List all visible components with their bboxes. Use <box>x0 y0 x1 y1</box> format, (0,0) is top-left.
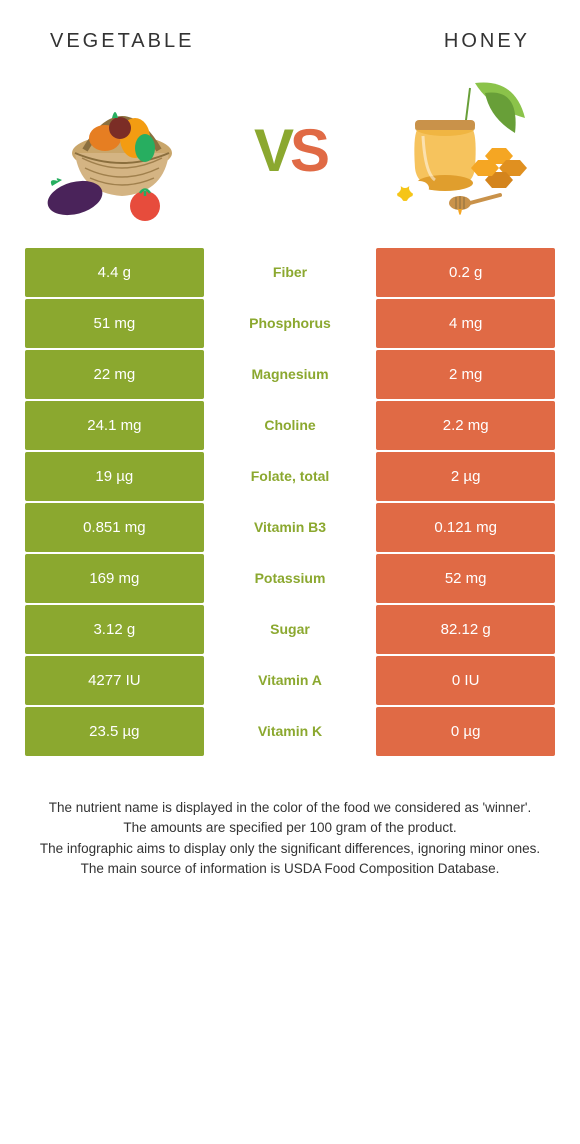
nutrient-name: Phosphorus <box>206 299 375 348</box>
nutrient-row: 24.1 mgCholine2.2 mg <box>25 401 555 450</box>
value-right: 0 µg <box>376 707 555 756</box>
nutrient-row: 4.4 gFiber0.2 g <box>25 248 555 297</box>
nutrient-name: Magnesium <box>206 350 375 399</box>
nutrient-row: 51 mgPhosphorus4 mg <box>25 299 555 348</box>
nutrient-row: 0.851 mgVitamin B30.121 mg <box>25 503 555 552</box>
footer-line-1: The nutrient name is displayed in the co… <box>25 798 555 818</box>
nutrient-row: 169 mgPotassium52 mg <box>25 554 555 603</box>
value-left: 24.1 mg <box>25 401 204 450</box>
vs-v: V <box>254 116 290 185</box>
value-right: 82.12 g <box>376 605 555 654</box>
vs-s: S <box>290 116 326 185</box>
value-right: 52 mg <box>376 554 555 603</box>
nutrient-name: Fiber <box>206 248 375 297</box>
value-right: 0 IU <box>376 656 555 705</box>
footer-line-4: The main source of information is USDA F… <box>25 859 555 879</box>
nutrient-name: Vitamin K <box>206 707 375 756</box>
nutrient-name: Vitamin A <box>206 656 375 705</box>
value-left: 169 mg <box>25 554 204 603</box>
nutrient-row: 22 mgMagnesium2 mg <box>25 350 555 399</box>
value-right: 2 µg <box>376 452 555 501</box>
vegetable-image <box>40 78 205 223</box>
value-left: 0.851 mg <box>25 503 204 552</box>
nutrient-name: Folate, total <box>206 452 375 501</box>
value-left: 23.5 µg <box>25 707 204 756</box>
hero-row: VS <box>0 68 580 248</box>
value-left: 51 mg <box>25 299 204 348</box>
value-right: 0.2 g <box>376 248 555 297</box>
header: VEGETABLE HONEY <box>0 0 580 68</box>
nutrient-row: 4277 IUVitamin A0 IU <box>25 656 555 705</box>
nutrient-table: 4.4 gFiber0.2 g51 mgPhosphorus4 mg22 mgM… <box>0 248 580 756</box>
nutrient-row: 19 µgFolate, total2 µg <box>25 452 555 501</box>
vs-label: VS <box>254 116 326 185</box>
value-left: 4.4 g <box>25 248 204 297</box>
value-left: 22 mg <box>25 350 204 399</box>
value-right: 2 mg <box>376 350 555 399</box>
nutrient-name: Vitamin B3 <box>206 503 375 552</box>
value-left: 3.12 g <box>25 605 204 654</box>
value-right: 2.2 mg <box>376 401 555 450</box>
value-left: 4277 IU <box>25 656 204 705</box>
value-left: 19 µg <box>25 452 204 501</box>
nutrient-row: 23.5 µgVitamin K0 µg <box>25 707 555 756</box>
footer-notes: The nutrient name is displayed in the co… <box>0 758 580 879</box>
nutrient-row: 3.12 gSugar82.12 g <box>25 605 555 654</box>
value-right: 0.121 mg <box>376 503 555 552</box>
nutrient-name: Potassium <box>206 554 375 603</box>
footer-line-3: The infographic aims to display only the… <box>25 839 555 859</box>
header-left: VEGETABLE <box>50 30 194 53</box>
nutrient-name: Choline <box>206 401 375 450</box>
header-right: HONEY <box>444 30 530 53</box>
nutrient-name: Sugar <box>206 605 375 654</box>
value-right: 4 mg <box>376 299 555 348</box>
honey-image <box>375 78 540 223</box>
footer-line-2: The amounts are specified per 100 gram o… <box>25 818 555 838</box>
